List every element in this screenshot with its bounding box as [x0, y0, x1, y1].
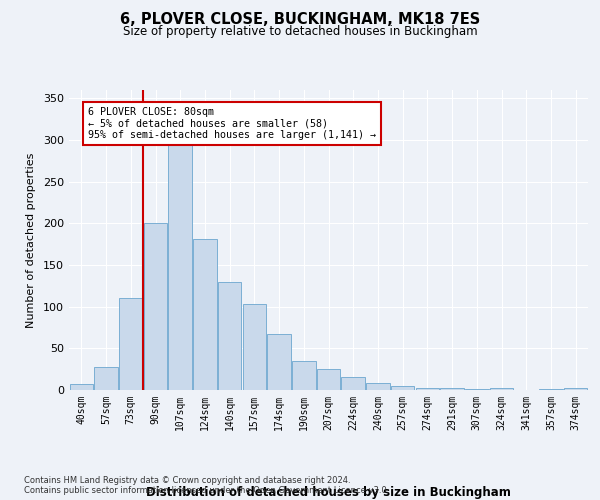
Bar [416, 388, 439, 390]
Bar [169, 144, 192, 390]
X-axis label: Distribution of detached houses by size in Buckingham: Distribution of detached houses by size … [146, 486, 511, 498]
Bar [218, 282, 241, 390]
Bar [490, 388, 513, 390]
Bar [119, 298, 143, 390]
Bar [144, 224, 167, 390]
Bar [317, 369, 340, 390]
Text: Contains HM Land Registry data © Crown copyright and database right 2024.: Contains HM Land Registry data © Crown c… [24, 476, 350, 485]
Bar [391, 386, 415, 390]
Text: Contains public sector information licensed under the Open Government Licence v3: Contains public sector information licen… [24, 486, 389, 495]
Bar [193, 239, 217, 390]
Bar [70, 384, 93, 390]
Bar [440, 388, 464, 390]
Bar [268, 334, 291, 390]
Bar [564, 388, 587, 390]
Text: Size of property relative to detached houses in Buckingham: Size of property relative to detached ho… [122, 25, 478, 38]
Y-axis label: Number of detached properties: Number of detached properties [26, 152, 36, 328]
Bar [465, 389, 488, 390]
Bar [366, 382, 389, 390]
Bar [94, 366, 118, 390]
Bar [539, 389, 563, 390]
Text: 6, PLOVER CLOSE, BUCKINGHAM, MK18 7ES: 6, PLOVER CLOSE, BUCKINGHAM, MK18 7ES [120, 12, 480, 28]
Bar [292, 361, 316, 390]
Bar [341, 376, 365, 390]
Text: 6 PLOVER CLOSE: 80sqm
← 5% of detached houses are smaller (58)
95% of semi-detac: 6 PLOVER CLOSE: 80sqm ← 5% of detached h… [88, 106, 376, 140]
Bar [242, 304, 266, 390]
